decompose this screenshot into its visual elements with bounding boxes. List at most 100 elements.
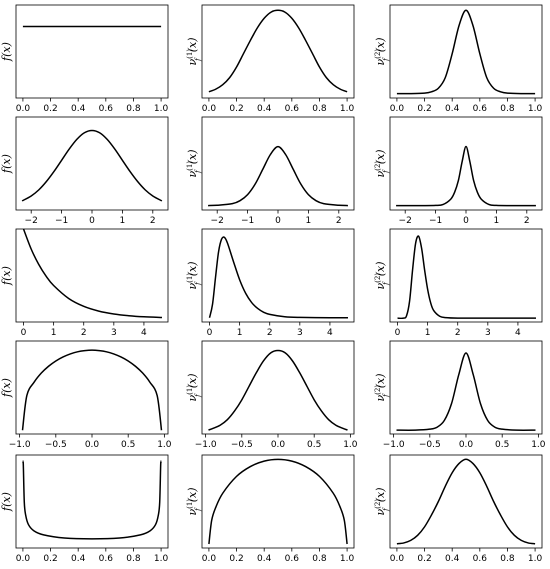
x-tick-label: −2 [25, 216, 38, 226]
series-line [208, 236, 348, 319]
x-tick-label: 1.0 [157, 440, 172, 450]
y-label-argument: (x) [374, 38, 387, 53]
x-tick-label: 0.4 [257, 104, 272, 114]
y-axis-label: ν(1)f (x) [186, 374, 202, 402]
y-label-subscript: f [382, 169, 390, 174]
x-tick-label: 1 [425, 328, 431, 338]
subplot-r3-c2: 0 1 2 3 4 ν(1)f (x) [186, 228, 355, 338]
x-tick-label: −0.5 [231, 440, 253, 450]
series-line [208, 9, 348, 93]
y-label-superscript: (1) [186, 49, 194, 59]
x-tick-label: 0.8 [126, 104, 141, 114]
y-axis-label: ν(2)f (x) [374, 38, 390, 66]
y-label-superscript: (1) [186, 499, 194, 509]
x-tick-label: 0.2 [229, 104, 243, 114]
y-label-argument: (x) [186, 150, 199, 165]
y-label-base: f [0, 55, 13, 62]
x-tick-label: −2 [211, 216, 224, 226]
x-tick-label: 0.2 [229, 554, 243, 564]
x-tick-label: 0.8 [500, 104, 515, 114]
x-tick-label: 0.6 [473, 554, 488, 564]
axes-frame [389, 4, 543, 99]
x-tick-label: 0.4 [71, 104, 86, 114]
x-tick-label: 0.6 [99, 554, 114, 564]
y-label-subscript: f [194, 169, 202, 174]
x-tick-label: 0.0 [16, 554, 31, 564]
subplot-r1-c2: 0.0 0.2 0.4 0.6 0.8 1.0 ν(1)f (x) [186, 4, 355, 114]
axes-frame [389, 116, 543, 211]
axes-frame [201, 340, 355, 435]
y-label-argument: (x) [0, 492, 13, 507]
subplot-r4-c1: −1.0 −0.5 0.0 0.5 1.0 f(x) [0, 340, 172, 450]
x-tick-label: 0.0 [271, 440, 286, 450]
series-line [22, 460, 162, 540]
y-label-base: ν [186, 59, 199, 66]
y-axis-label: ν(1)f (x) [186, 38, 202, 66]
y-axis-label: ν(1)f (x) [186, 488, 202, 516]
y-axis-label: ν(1)f (x) [186, 262, 202, 290]
y-label-base: ν [186, 171, 199, 178]
y-label-argument: (x) [186, 262, 199, 277]
y-axis-label: ν(2)f (x) [374, 150, 390, 178]
subplot-r2-c3: −2 −1 0 1 2 ν(2)f (x) [374, 116, 543, 226]
x-tick-label: −1.0 [383, 440, 405, 450]
y-label-subscript: f [194, 507, 202, 512]
x-tick-label: 0.0 [390, 554, 405, 564]
y-label-argument: (x) [374, 488, 387, 503]
x-tick-label: 0.5 [121, 440, 135, 450]
x-tick-label: −0.5 [45, 440, 67, 450]
y-label-subscript: f [382, 281, 390, 286]
x-tick-label: 0 [207, 328, 213, 338]
x-tick-label: 1 [306, 216, 312, 226]
y-label-argument: (x) [0, 42, 13, 57]
series-line [396, 145, 536, 207]
x-tick-label: −1 [241, 216, 254, 226]
axes-frame [15, 454, 169, 549]
x-tick-label: 0.6 [285, 554, 300, 564]
axes-frame [389, 454, 543, 549]
y-label-argument: (x) [186, 488, 199, 503]
x-tick-label: 0.2 [43, 104, 57, 114]
y-axis-label: ν(1)f (x) [186, 150, 202, 178]
axes-frame [201, 116, 355, 211]
y-axis-label: ν(2)f (x) [374, 374, 390, 402]
y-label-subscript: f [194, 281, 202, 286]
x-tick-label: 2 [81, 328, 87, 338]
x-tick-label: 0.8 [312, 554, 327, 564]
x-tick-label: 0.5 [307, 440, 321, 450]
y-label-argument: (x) [0, 154, 13, 169]
x-tick-label: 1.0 [340, 104, 355, 114]
axes-frame [15, 4, 169, 99]
series-line [21, 349, 163, 431]
y-label-subscript: f [382, 507, 390, 512]
x-tick-label: 4 [327, 328, 333, 338]
x-tick-label: 0.4 [445, 104, 460, 114]
y-axis-label: f(x) [0, 378, 13, 398]
y-label-argument: (x) [0, 266, 13, 281]
x-tick-label: 0.0 [459, 440, 474, 450]
x-tick-label: 2 [524, 216, 530, 226]
y-axis-label: f(x) [0, 492, 13, 512]
subplot-r5-c3: 0.0 0.2 0.4 0.6 0.8 1.0 ν(2)f (x) [374, 454, 543, 564]
subplot-r4-c3: −1.0 −0.5 0.0 0.5 1.0 ν(2)f (x) [374, 340, 546, 450]
y-label-base: ν [374, 509, 387, 516]
series-line [396, 458, 536, 545]
series-line [208, 458, 348, 545]
y-label-argument: (x) [186, 374, 199, 389]
x-tick-label: 0.0 [16, 104, 31, 114]
x-tick-label: 0.6 [473, 104, 488, 114]
y-label-base: ν [374, 171, 387, 178]
x-tick-label: 1.0 [528, 104, 543, 114]
y-label-base: f [0, 279, 13, 286]
y-label-base: f [0, 391, 13, 398]
y-label-subscript: f [382, 57, 390, 62]
y-label-superscript: (1) [186, 161, 194, 171]
y-label-base: ν [374, 59, 387, 66]
x-tick-label: −1.0 [9, 440, 31, 450]
y-label-argument: (x) [0, 378, 13, 393]
series-line [396, 9, 536, 95]
axes-frame [201, 454, 355, 549]
y-label-argument: (x) [374, 150, 387, 165]
y-label-argument: (x) [374, 374, 387, 389]
x-tick-label: 0 [89, 216, 95, 226]
